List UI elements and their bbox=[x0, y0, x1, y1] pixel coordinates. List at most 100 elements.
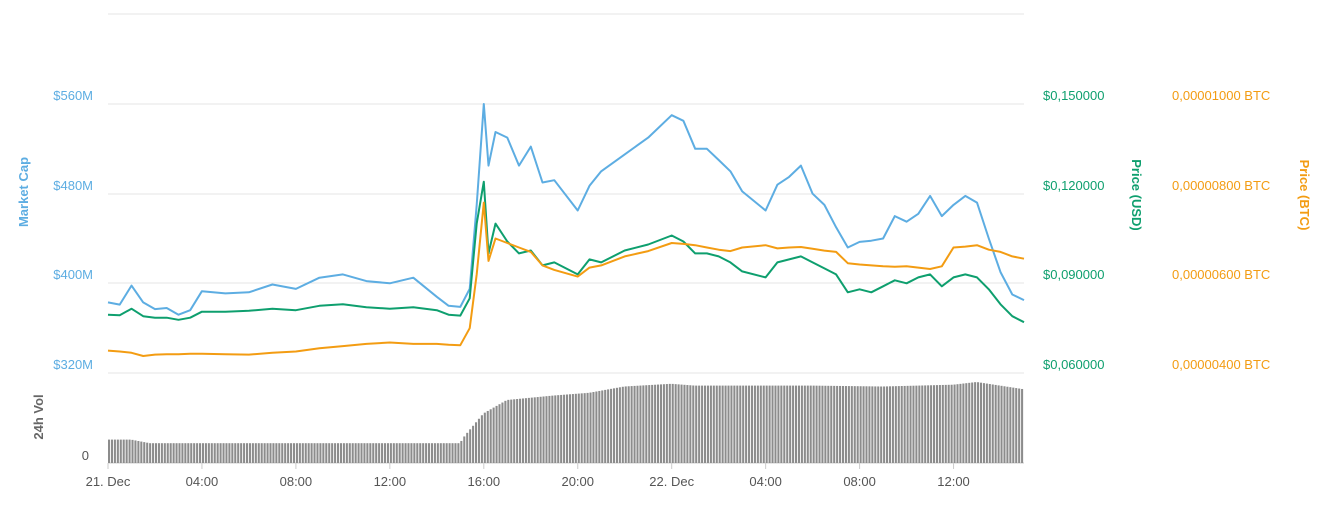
volume-bar bbox=[991, 384, 994, 464]
volume-bar bbox=[542, 396, 545, 463]
volume-bar bbox=[789, 385, 792, 463]
volume-bar bbox=[665, 384, 668, 463]
volume-bar bbox=[222, 443, 225, 463]
volume-bar bbox=[868, 386, 871, 463]
volume-bar bbox=[830, 385, 833, 463]
volume-bar bbox=[624, 386, 627, 463]
volume-bar bbox=[651, 384, 654, 463]
volume-bar bbox=[275, 443, 278, 463]
volume-bar bbox=[750, 385, 754, 463]
volume-bar bbox=[668, 383, 671, 463]
volume-bar bbox=[833, 385, 836, 463]
volume-bar bbox=[871, 386, 874, 463]
volume-bar bbox=[131, 439, 134, 463]
volume-bar bbox=[953, 384, 956, 463]
volume-bar bbox=[110, 439, 113, 463]
volume-bar bbox=[612, 388, 616, 463]
volume-bar bbox=[692, 385, 695, 463]
volume-bar bbox=[894, 386, 897, 463]
volume-bar bbox=[530, 397, 533, 463]
y-tick-price-btc: 0,00001000 BTC bbox=[1172, 88, 1270, 103]
volume-bar bbox=[307, 443, 310, 463]
volume-bar bbox=[642, 385, 645, 463]
volume-bar bbox=[163, 443, 166, 463]
volume-bar bbox=[445, 443, 448, 463]
volume-bar bbox=[201, 443, 205, 463]
volume-bar bbox=[122, 439, 125, 463]
volume-bar bbox=[269, 443, 272, 463]
volume-bar bbox=[812, 385, 815, 463]
volume-bar bbox=[912, 385, 915, 463]
volume-bar bbox=[160, 443, 163, 463]
volume-bar bbox=[974, 382, 977, 463]
volume-bar bbox=[187, 443, 190, 463]
volume-bar bbox=[748, 385, 751, 463]
volume-bar bbox=[803, 385, 806, 463]
volume-bar bbox=[152, 443, 155, 463]
volume-bar bbox=[527, 397, 530, 463]
volume-bar bbox=[521, 398, 525, 463]
volume-bar bbox=[325, 443, 328, 463]
volume-bar bbox=[234, 443, 237, 463]
volume-bar bbox=[351, 443, 354, 463]
volume-bar bbox=[310, 443, 313, 463]
volume-bar bbox=[657, 384, 660, 463]
volume-bar bbox=[304, 443, 307, 463]
volume-bar bbox=[847, 386, 850, 463]
volume-bar bbox=[140, 441, 143, 463]
volume-bar bbox=[715, 385, 718, 463]
volume-bar bbox=[727, 385, 730, 463]
x-tick-label: 12:00 bbox=[937, 474, 970, 489]
volume-bar bbox=[909, 385, 912, 463]
volume-bar bbox=[386, 443, 389, 463]
volume-bar bbox=[962, 383, 965, 463]
volume-bar bbox=[977, 382, 980, 463]
y-tick-price-usd: $0,060000 bbox=[1043, 357, 1104, 372]
volume-bar bbox=[836, 385, 839, 463]
volume-bar bbox=[433, 443, 436, 463]
volume-bar bbox=[598, 390, 601, 463]
volume-bar bbox=[859, 386, 862, 463]
volume-bar bbox=[645, 385, 648, 463]
volume-bar bbox=[466, 432, 469, 463]
volume-bar bbox=[560, 394, 563, 463]
volume-bar bbox=[988, 384, 991, 463]
volume-bar bbox=[381, 443, 384, 463]
volume-bar bbox=[498, 404, 501, 463]
volume-bar bbox=[257, 443, 260, 463]
volume-bar bbox=[360, 443, 363, 463]
volume-bar bbox=[513, 399, 516, 463]
volume-bar bbox=[844, 386, 847, 463]
volume-bar bbox=[815, 385, 818, 463]
volume-bar bbox=[880, 386, 883, 463]
volume-bar bbox=[116, 439, 119, 463]
volume-bar bbox=[768, 385, 771, 463]
x-tick-label: 08:00 bbox=[280, 474, 313, 489]
volume-bar bbox=[184, 443, 187, 463]
volume-bar bbox=[175, 443, 178, 463]
volume-bar bbox=[701, 385, 704, 463]
volume-bar bbox=[395, 443, 398, 463]
volume-bar bbox=[460, 440, 463, 463]
volume-bar bbox=[935, 385, 938, 463]
volume-bar bbox=[797, 385, 800, 463]
volume-bar bbox=[219, 443, 222, 463]
volume-bar bbox=[610, 388, 613, 463]
volume-bar bbox=[633, 385, 636, 463]
volume-bar bbox=[1000, 385, 1003, 463]
volume-bar bbox=[539, 396, 542, 463]
volume-bar bbox=[698, 385, 701, 463]
volume-bar bbox=[322, 443, 325, 463]
volume-bar bbox=[486, 410, 489, 463]
volume-bar bbox=[818, 385, 821, 463]
volume-bar bbox=[266, 443, 269, 463]
volume-bar bbox=[169, 443, 172, 463]
volume-bar bbox=[856, 386, 859, 463]
volume-bar bbox=[425, 443, 428, 463]
volume-bar bbox=[721, 385, 724, 463]
volume-bar bbox=[251, 443, 254, 463]
volume-bar bbox=[800, 385, 803, 463]
y-axis-title-market-cap: Market Cap bbox=[16, 157, 31, 227]
volume-bar bbox=[372, 443, 375, 463]
